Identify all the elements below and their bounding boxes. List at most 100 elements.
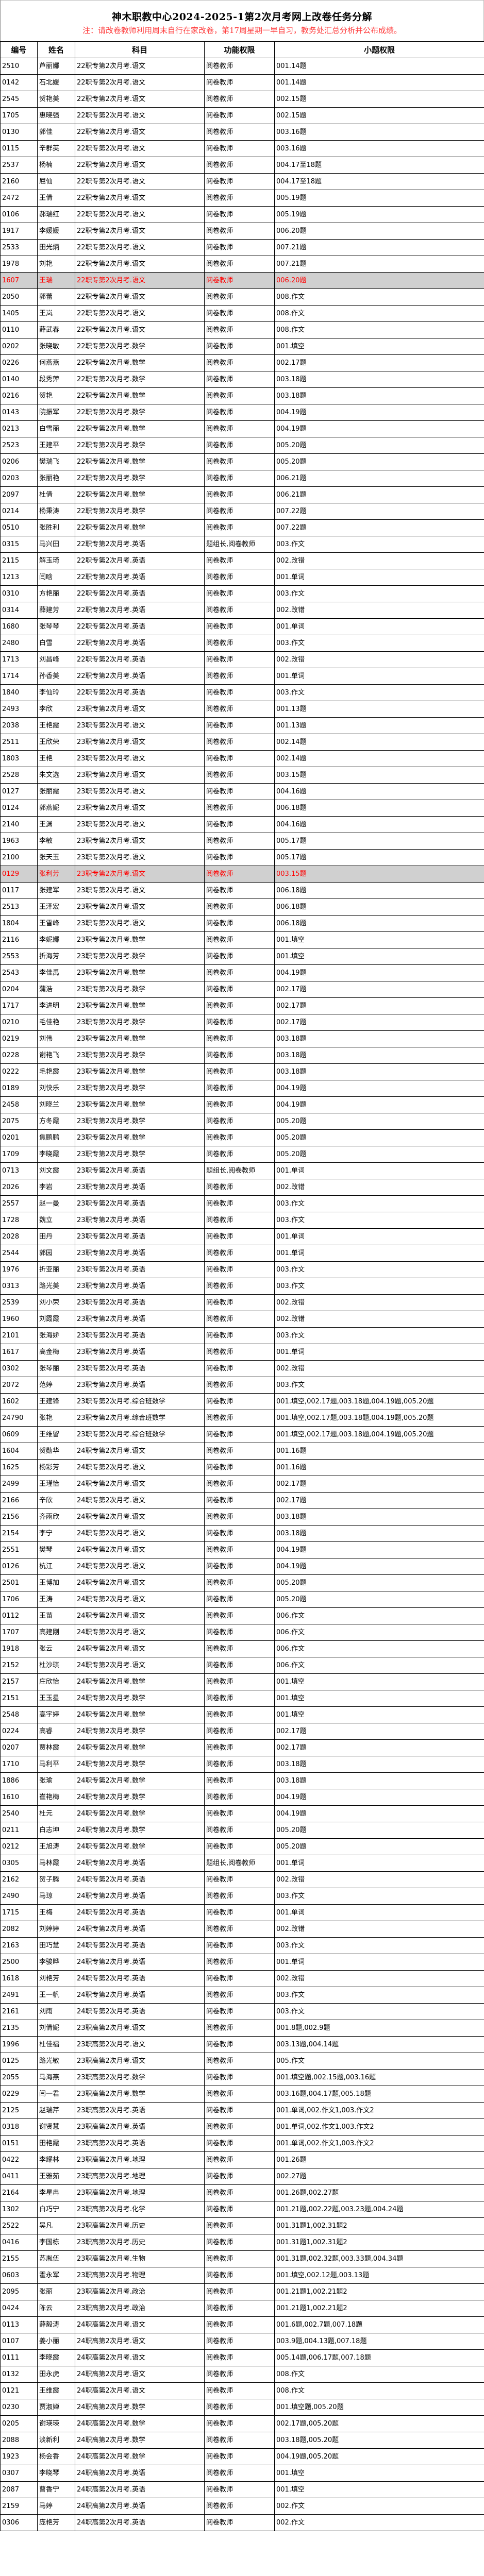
cell-subject: 23职专第2次月考.数学 [75, 1014, 205, 1031]
cell-id: 0130 [0, 124, 38, 141]
cell-name: 薛建芳 [37, 602, 75, 619]
cell-name: 霍永军 [37, 2267, 75, 2284]
cell-role: 阅卷教师 [204, 2498, 275, 2515]
cell-name: 王涛 [37, 1591, 75, 1608]
cell-role: 阅卷教师 [204, 1706, 275, 1723]
cell-id: 2152 [0, 1657, 38, 1674]
table-row: 0422 李耀林 23职高第2次月考.地理 阅卷教师 001.26题 [0, 2151, 484, 2168]
table-row: 2050 郭蕾 22职专第2次月考.语文 阅卷教师 008.作文 [0, 289, 484, 306]
cell-name: 苏胤伍 [37, 2250, 75, 2267]
cell-questions: 001.填空 [274, 1706, 484, 1723]
cell-name: 刘霞霞 [37, 1311, 75, 1328]
cell-subject: 24职专第2次月考.英语 [75, 1855, 205, 1872]
cell-name: 李星冉 [37, 2184, 75, 2201]
cell-id: 0306 [0, 2514, 38, 2531]
table-row: 1302 白巧宁 23职高第2次月考.化学 阅卷教师 001.21题,002.22题,0… [0, 2201, 484, 2218]
cell-name: 高睿 [37, 1723, 75, 1740]
cell-id: 2458 [0, 1096, 38, 1113]
cell-role: 阅卷教师 [204, 1278, 275, 1295]
cell-questions: 002.17题 [274, 1739, 484, 1756]
cell-questions: 004.19题 [274, 1805, 484, 1822]
cell-role: 阅卷教师 [204, 552, 275, 569]
cell-name: 田艳霞 [37, 2135, 75, 2152]
cell-name: 张丽霞 [37, 783, 75, 800]
cell-role: 阅卷教师 [204, 2448, 275, 2465]
cell-role: 题组长,阅卷教师 [204, 1855, 275, 1872]
table-row: 1917 李媛媛 22职专第2次月考.语文 阅卷教师 006.20题 [0, 223, 484, 240]
cell-name: 杜佳福 [37, 2036, 75, 2053]
cell-questions: 002.17题 [274, 1723, 484, 1740]
cell-subject: 24职高第2次月考.语文 [75, 2366, 205, 2383]
cell-id: 1918 [0, 1640, 38, 1657]
cell-role: 阅卷教师 [204, 1789, 275, 1806]
table-row: 0211 白志坤 24职专第2次月考.数学 阅卷教师 005.20题 [0, 1822, 484, 1839]
cell-questions: 001.21题1,002.21题2 [274, 2283, 484, 2300]
cell-id: 1405 [0, 305, 38, 322]
cell-name: 王维霞 [37, 2382, 75, 2399]
cell-role: 阅卷教师 [204, 1443, 275, 1460]
table-row: 1717 李进明 23职专第2次月考.数学 阅卷教师 002.17题 [0, 997, 484, 1014]
cell-id: 0111 [0, 2349, 38, 2366]
cell-subject: 24职专第2次月考.英语 [75, 1937, 205, 1954]
cell-questions: 001.填空,002.12题,003.13题 [274, 2267, 484, 2284]
cell-name: 蒲浩 [37, 981, 75, 998]
cell-id: 1804 [0, 915, 38, 932]
cell-subject: 24职专第2次月考.英语 [75, 1987, 205, 2004]
table-row: 1918 张云 24职专第2次月考.语文 阅卷教师 006.作文 [0, 1640, 484, 1657]
cell-id: 1923 [0, 2448, 38, 2465]
cell-id: 2166 [0, 1492, 38, 1509]
cell-subject: 22职专第2次月考.语文 [75, 74, 205, 91]
cell-role: 阅卷教师 [204, 1772, 275, 1789]
cell-questions: 005.17题 [274, 849, 484, 866]
cell-subject: 23职专第2次月考.数学 [75, 1146, 205, 1163]
cell-role: 阅卷教师 [204, 1954, 275, 1971]
cell-subject: 22职专第2次月考.英语 [75, 602, 205, 619]
cell-id: 0424 [0, 2300, 38, 2317]
cell-questions: 001.单词,002.作文1,003.作文2 [274, 2135, 484, 2152]
cell-id: 0305 [0, 1855, 38, 1872]
cell-questions: 001.8题,002.9题 [274, 2020, 484, 2037]
cell-role: 阅卷教师 [204, 1014, 275, 1031]
cell-questions: 006.21题 [274, 470, 484, 487]
cell-subject: 23职专第2次月考.综合班数学 [75, 1426, 205, 1443]
cell-name: 王岚 [37, 305, 75, 322]
cell-subject: 23职专第2次月考.数学 [75, 964, 205, 981]
notice-text: 注：请改卷教师利用周末自行在家改卷，第17周星期一早自习，教务处汇总分析并公布成… [82, 26, 402, 35]
cell-id: 2548 [0, 1706, 38, 1723]
cell-role: 阅卷教师 [204, 223, 275, 240]
cell-id: 0129 [0, 866, 38, 883]
cell-questions: 001.填空题,002.15题,003.16题 [274, 2069, 484, 2086]
cell-subject: 23职专第2次月考.英语 [75, 1179, 205, 1196]
cell-name: 杜倩 [37, 486, 75, 503]
cell-subject: 23职高第2次月考.语文 [75, 2020, 205, 2037]
cell-name: 田永虎 [37, 2366, 75, 2383]
cell-name: 杨会香 [37, 2448, 75, 2465]
cell-name: 张云 [37, 1640, 75, 1657]
cell-role: 阅卷教师 [204, 486, 275, 503]
table-row: 1960 刘霞霞 23职专第2次月考.英语 阅卷教师 002.改错 [0, 1311, 484, 1328]
cell-id: 2163 [0, 1937, 38, 1954]
table-row: 2028 田丹 23职专第2次月考.英语 阅卷教师 001.单词 [0, 1228, 484, 1245]
cell-questions: 004.19题 [274, 964, 484, 981]
table-row: 2097 杜倩 22职专第2次月考.数学 阅卷教师 006.21题 [0, 486, 484, 503]
cell-name: 杜沙琪 [37, 1657, 75, 1674]
cell-subject: 23职专第2次月考.英语 [75, 1162, 205, 1179]
cell-subject: 23职专第2次月考.语文 [75, 734, 205, 751]
cell-role: 阅卷教师 [204, 2415, 275, 2432]
cell-role: 阅卷教师 [204, 931, 275, 948]
cell-role: 阅卷教师 [204, 1987, 275, 2004]
table-row: 2160 屈仙 22职专第2次月考.语文 阅卷教师 004.17至18题 [0, 173, 484, 190]
table-row: 0603 霍永军 23职高第2次月考.物理 阅卷教师 001.填空,002.12题,00… [0, 2267, 484, 2284]
table-row: 0115 辛群英 22职专第2次月考.语文 阅卷教师 003.16题 [0, 140, 484, 157]
cell-id: 2072 [0, 1377, 38, 1394]
cell-name: 张琴丽 [37, 1360, 75, 1377]
cell-subject: 23职专第2次月考.语文 [75, 849, 205, 866]
cell-id: 0307 [0, 2465, 38, 2482]
cell-id: 2557 [0, 1195, 38, 1212]
cell-role: 阅卷教师 [204, 91, 275, 108]
cell-questions: 003.作文 [274, 1888, 484, 1905]
cell-questions: 001.填空题,005.20题 [274, 2399, 484, 2416]
cell-name: 李耀林 [37, 2151, 75, 2168]
cell-subject: 23职专第2次月考.数学 [75, 981, 205, 998]
cell-questions: 002.作文 [274, 2514, 484, 2531]
